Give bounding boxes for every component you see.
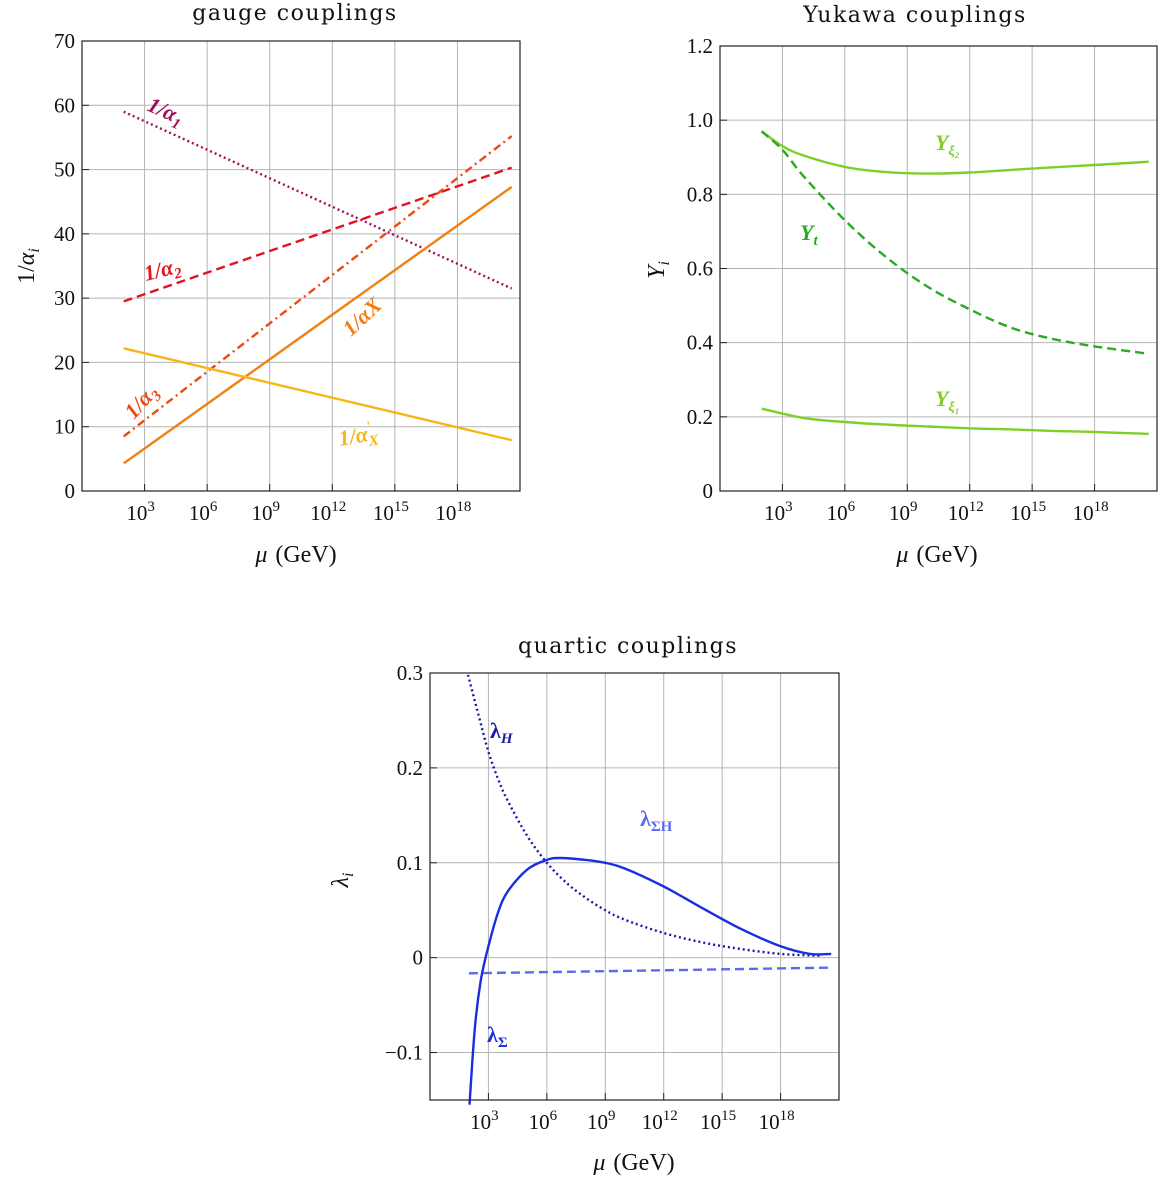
x-tick-label: 106	[827, 499, 856, 525]
yukawa-title: Yukawa couplings	[802, 3, 1027, 28]
y-tick-label: 30	[54, 286, 75, 310]
quartic-title: quartic couplings	[518, 634, 738, 659]
yukawa-series	[760, 130, 1149, 436]
label-alpha2: 1/α2	[141, 253, 184, 290]
y-tick-label: 0	[703, 479, 714, 503]
x-tick-label: 1015	[1010, 499, 1046, 525]
x-tick-label: 1018	[435, 499, 471, 525]
quartic-panel: quartic couplings 103 106 109 1012 1015 1018 −…	[328, 634, 840, 1176]
series-line-1/α1	[123, 110, 513, 290]
label-lambdaSigma: λΣ	[487, 1022, 508, 1051]
y-tick-label: 70	[54, 29, 75, 53]
series-line-1/αX	[123, 185, 513, 465]
yukawa-xlabel: μ (GeV)	[895, 542, 977, 568]
yukawa-grid	[720, 46, 1157, 491]
y-tick-label: 0.6	[687, 257, 713, 281]
x-tick-label: 103	[470, 1108, 499, 1134]
quartic-series	[466, 674, 832, 1105]
series-line-λH	[466, 674, 820, 957]
gauge-series	[122, 110, 513, 465]
x-tick-label: 106	[529, 1108, 558, 1134]
y-tick-label: 10	[54, 415, 75, 439]
label-lambdaSigmaH: λΣH	[640, 806, 673, 835]
x-tick-label: 1018	[759, 1108, 795, 1134]
y-tick-label: 0	[65, 479, 76, 503]
yukawa-panel: Yukawa couplings 103 106 109 1012 1015 1018 0 0…	[644, 3, 1158, 568]
series-line-Yξ2	[760, 130, 1149, 175]
x-tick-label: 109	[251, 499, 280, 525]
x-tick-label: 103	[764, 499, 793, 525]
quartic-frame	[429, 672, 840, 1101]
label-lambdaH: λH	[490, 718, 514, 747]
x-tick-label: 1012	[948, 499, 984, 525]
x-tick-label: 1015	[700, 1108, 736, 1134]
series-line-1/α2	[123, 166, 513, 303]
label-yxi2: Yξ₂	[935, 130, 960, 159]
series-line-λΣ	[468, 856, 832, 1105]
y-tick-label: 50	[54, 158, 75, 182]
y-tick-label: 0.2	[687, 405, 713, 429]
gauge-frame	[81, 40, 521, 492]
series-line-Yξ1	[761, 407, 1149, 436]
quartic-xlabel: μ (GeV)	[592, 1150, 674, 1176]
y-tick-label: 1.2	[687, 34, 713, 58]
label-yxi1: Yξ₁	[935, 386, 960, 415]
x-tick-label: 103	[126, 499, 155, 525]
series-line-λΣH	[468, 966, 832, 975]
label-alpha3: 1/α3	[119, 379, 166, 426]
y-tick-label: 0.8	[687, 182, 713, 206]
quartic-ylabel: λi	[328, 873, 357, 889]
series-line-Yt	[760, 130, 1149, 355]
x-tick-label: 109	[587, 1108, 616, 1134]
y-tick-label: 0	[413, 946, 424, 970]
y-tick-label: −0.1	[385, 1041, 423, 1065]
y-tick-label: 0.4	[687, 331, 714, 355]
x-tick-label: 106	[189, 499, 218, 525]
x-tick-label: 109	[889, 499, 918, 525]
y-tick-label: 0.2	[397, 756, 423, 780]
y-tick-label: 60	[54, 93, 75, 117]
y-tick-label: 20	[54, 350, 75, 374]
gauge-title: gauge couplings	[192, 1, 397, 26]
y-tick-label: 0.1	[397, 851, 423, 875]
label-alpha1: 1/α1	[142, 92, 187, 133]
x-tick-label: 1012	[310, 499, 346, 525]
yukawa-ticks: 103 106 109 1012 1015 1018 0 0.2 0.4 0.6 0.8 1.0 1.2	[687, 34, 1109, 525]
x-tick-label: 1015	[373, 499, 409, 525]
x-tick-label: 1012	[642, 1108, 678, 1134]
label-yt: Yt	[800, 220, 818, 249]
y-tick-label: 0.3	[397, 661, 423, 685]
label-alphaX-prime: 1/α'X	[336, 418, 381, 455]
quartic-ticks: 103 106 109 1012 1015 1018 −0.1 0 0.1 0.2 0.3	[385, 661, 795, 1134]
gauge-ylabel: 1/αi	[14, 248, 43, 284]
gauge-xlabel: μ (GeV)	[254, 542, 336, 568]
y-tick-label: 40	[54, 222, 75, 246]
series-line-1/α3	[122, 135, 513, 438]
y-tick-label: 1.0	[687, 108, 713, 132]
gauge-panel: gauge couplings 103 106 109 1012 1015 1018010…	[14, 1, 521, 568]
gauge-ticks: 103 106 109 1012 1015 1018 0 10 20 30 40 50 60 70	[54, 29, 471, 525]
label-alphaX: 1/αX	[337, 291, 387, 340]
yukawa-ylabel: Yi	[644, 261, 673, 279]
series-line-1/α'X	[123, 347, 512, 442]
x-tick-label: 1018	[1073, 499, 1109, 525]
